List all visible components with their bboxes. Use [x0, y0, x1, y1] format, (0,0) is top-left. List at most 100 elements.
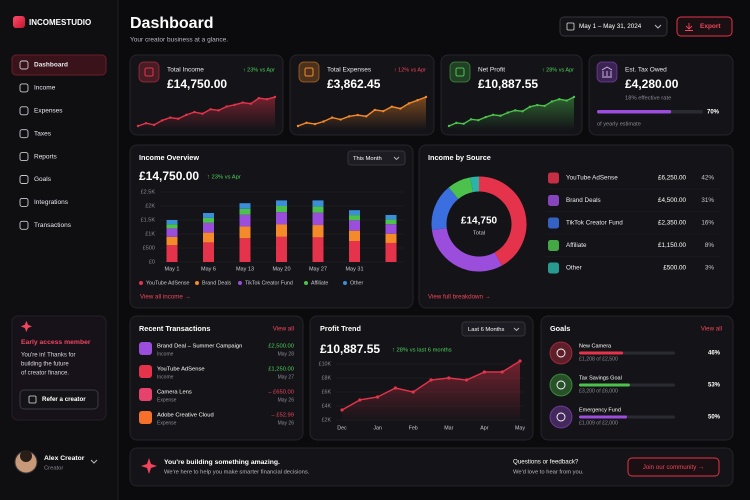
nav-icon	[19, 60, 29, 70]
sparkline-point	[462, 122, 465, 125]
promo-button[interactable]	[19, 389, 99, 410]
period-select[interactable]	[347, 150, 406, 166]
export-button[interactable]	[676, 16, 733, 37]
nav-item[interactable]: Reports	[34, 153, 58, 160]
transaction-kind: Expense	[157, 397, 177, 403]
nav-item[interactable]: Taxes	[34, 130, 52, 137]
transaction-name: Adobe Creative Cloud	[157, 413, 214, 419]
nav-item[interactable]: Income	[34, 85, 56, 92]
nav-item[interactable]: Transactions	[34, 222, 72, 229]
sparkline-point	[513, 109, 517, 112]
kpi-value: £14,750.00	[167, 77, 227, 91]
source-icon	[548, 172, 559, 184]
bar-segment	[312, 212, 324, 226]
source-link[interactable]: View full breakdown →	[428, 294, 491, 301]
x-tick-label: May 1	[165, 266, 180, 272]
nav-item[interactable]: Dashboard	[34, 62, 68, 69]
sparkline-point	[565, 99, 568, 102]
date-range[interactable]: May 1 – May 31, 2024	[579, 23, 642, 30]
community-button[interactable]	[627, 457, 720, 477]
kpi-change: ↑ 28% vs Apr	[542, 67, 574, 73]
nav-item[interactable]: Goals	[34, 176, 52, 183]
page-subtitle: Your creator business at a glance.	[130, 37, 228, 44]
bar-segment	[312, 200, 324, 207]
period-select[interactable]	[461, 321, 526, 337]
period-label[interactable]: Last 6 Months	[468, 327, 505, 333]
sparkline-point	[491, 113, 495, 117]
transaction-date: May 27	[278, 374, 295, 380]
tax-rate: 18% effective rate	[625, 96, 671, 102]
legend-label: YouTube AdSense	[146, 280, 190, 286]
bar-segment	[203, 213, 214, 218]
goal-progress	[579, 415, 627, 419]
bar-segment	[385, 214, 397, 220]
donut-segment	[448, 177, 474, 200]
nav-item[interactable]: Expenses	[34, 108, 63, 115]
tax-progress-label: 70%	[707, 110, 720, 116]
sparkline-point	[136, 124, 140, 128]
nav-item[interactable]: Integrations	[34, 199, 69, 206]
line-point	[429, 378, 433, 382]
promo-button-label[interactable]: Refer a creator	[42, 396, 86, 403]
sparkline-point	[424, 95, 428, 99]
sparkline-point	[257, 96, 261, 100]
date-chevron	[654, 24, 662, 29]
bar-segment	[239, 226, 251, 239]
promo-text: You're in! Thanks for	[21, 353, 76, 359]
nav-icon	[19, 152, 29, 162]
income-overview-card	[129, 144, 414, 309]
goal-detail: £1,009 of £2,000	[579, 420, 618, 426]
period-chevron	[393, 156, 400, 161]
export-label[interactable]: Export	[700, 23, 721, 30]
transaction-amount: £1,250.00	[268, 367, 294, 373]
transaction-date: May 26	[278, 397, 295, 403]
section-link[interactable]: View all	[701, 326, 722, 333]
nav-icon	[19, 106, 29, 116]
source-name: YouTube AdSense	[566, 175, 618, 182]
kpi-label: Total Expenses	[327, 67, 372, 74]
footer-text: We're here to help you make smarter fina…	[164, 470, 310, 476]
source-percent: 42%	[701, 175, 714, 182]
source-percent: 16%	[701, 220, 714, 227]
sparkline	[448, 96, 575, 127]
goal-progress	[579, 383, 630, 387]
section-title: Income Overview	[139, 153, 199, 162]
sparkline-point	[407, 102, 411, 105]
sparkline	[137, 96, 276, 127]
income-link[interactable]: View all income →	[140, 294, 191, 301]
sparkline-area	[298, 97, 426, 130]
kpi-label: Total Income	[167, 67, 204, 74]
sparkline-point	[241, 101, 244, 104]
bar-segment	[239, 238, 251, 262]
bar-segment	[385, 219, 397, 225]
sparkline-point	[265, 98, 269, 101]
section-link[interactable]: View all	[273, 326, 294, 333]
source-name: Affiliate	[566, 242, 587, 249]
source-amount: £6,250.00	[658, 175, 687, 182]
promo-text: building the future	[21, 362, 69, 368]
y-tick-label: £6K	[322, 389, 332, 395]
period-label[interactable]: This Month	[353, 156, 382, 162]
source-amount: £500.00	[663, 265, 686, 272]
bar-segment	[312, 206, 324, 213]
bar-segment	[276, 200, 287, 206]
sparkline-point	[521, 110, 524, 113]
user-menu-chevron[interactable]	[90, 459, 98, 464]
transaction-amount: – £650.00	[268, 390, 294, 396]
goal-name: Tax Savings Goal	[579, 375, 622, 381]
footer-banner	[129, 447, 734, 487]
date-picker[interactable]	[559, 16, 668, 37]
bar-segment	[166, 245, 178, 262]
bar-segment	[312, 225, 324, 238]
legend-label: TikTok Creator Fund	[245, 280, 293, 286]
bar-segment	[276, 206, 287, 213]
bar-segment	[385, 242, 397, 262]
community-button-label[interactable]: Join our community →	[643, 464, 705, 471]
footer-question-text: We'd love to hear from you.	[513, 470, 584, 476]
line-point	[482, 370, 486, 374]
transaction-icon	[139, 365, 152, 378]
line-point	[500, 370, 504, 374]
y-tick-label: £0	[149, 259, 155, 265]
nav-active[interactable]	[11, 54, 107, 76]
donut-center-label: Total	[473, 231, 485, 237]
